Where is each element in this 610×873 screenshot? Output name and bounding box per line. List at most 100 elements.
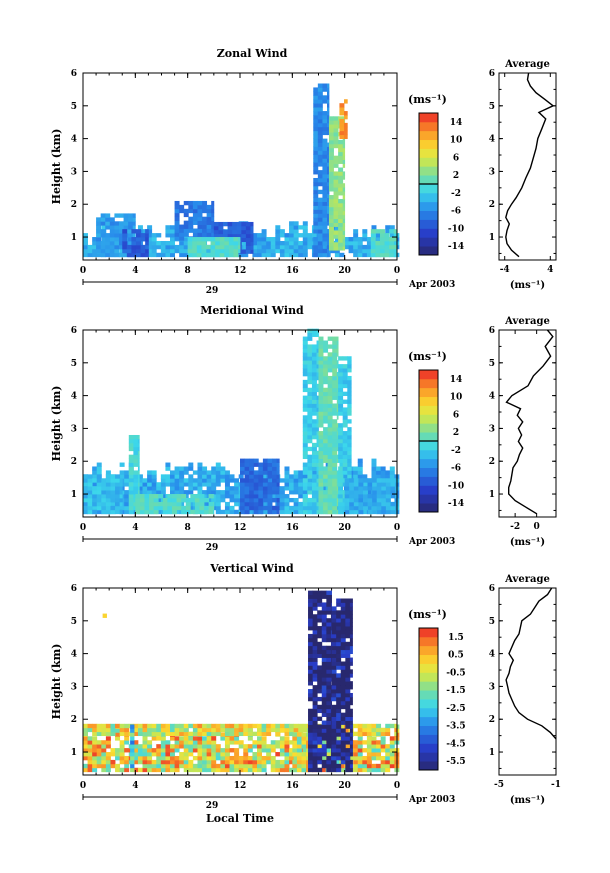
- field-cell: [353, 748, 359, 753]
- field-cell: [357, 470, 363, 475]
- field-cell: [124, 505, 130, 511]
- field-cell: [279, 490, 285, 495]
- field-cell: [340, 629, 346, 635]
- field-cell: [233, 237, 239, 242]
- field-cell: [347, 387, 352, 393]
- field-cell: [137, 470, 140, 475]
- field-cell: [349, 732, 353, 737]
- field-cell: [133, 438, 139, 444]
- field-cell: [340, 626, 346, 631]
- field-cell: [307, 486, 313, 491]
- field-cell: [316, 486, 319, 491]
- field-cell: [302, 490, 308, 495]
- field-cell: [338, 411, 344, 416]
- field-cell: [197, 228, 203, 233]
- field-cell: [331, 744, 337, 749]
- field-cell: [326, 677, 332, 682]
- field-cell: [183, 755, 189, 761]
- field-cell: [211, 740, 217, 745]
- field-cell: [234, 748, 240, 753]
- field-cell: [302, 454, 308, 460]
- field-cell: [342, 442, 348, 448]
- field-cell: [131, 244, 137, 250]
- field-cell: [328, 198, 334, 204]
- field-cell: [192, 204, 198, 210]
- field-cell: [253, 490, 259, 495]
- field-cell: [311, 501, 317, 507]
- field-cell: [289, 233, 295, 238]
- field-cell: [289, 759, 295, 765]
- field-cell: [331, 728, 337, 733]
- field-cell: [307, 399, 313, 404]
- field-cell: [336, 336, 339, 341]
- field-cell: [312, 661, 318, 666]
- field-cell: [342, 466, 348, 471]
- field-cell: [118, 237, 124, 242]
- field-cell: [179, 736, 185, 741]
- field-cell: [317, 217, 323, 222]
- field-cell: [115, 509, 121, 515]
- field-cell: [224, 740, 230, 745]
- field-cell: [241, 233, 247, 239]
- field-cell: [342, 411, 348, 416]
- field-cell: [156, 744, 162, 749]
- field-cell: [174, 748, 180, 753]
- field-cell: [151, 240, 157, 246]
- field-cell: [302, 379, 308, 385]
- y-tick-label: 5: [71, 359, 77, 369]
- field-cell: [229, 740, 235, 745]
- field-cell: [289, 478, 295, 483]
- field-cell: [332, 458, 338, 463]
- field-cell: [165, 755, 171, 761]
- field-cell: [261, 763, 267, 769]
- field-cell: [206, 474, 212, 479]
- field-cell: [252, 237, 258, 242]
- field-cell: [101, 731, 107, 737]
- field-cell: [83, 248, 88, 254]
- field-cell: [338, 238, 344, 243]
- field-cell: [336, 708, 342, 714]
- field-cell: [183, 237, 189, 242]
- field-cell: [345, 653, 351, 658]
- field-cell: [327, 122, 330, 128]
- profile-x-tick-label: -2: [510, 522, 520, 532]
- field-cell: [338, 364, 344, 369]
- field-cell: [215, 767, 221, 773]
- field-cell: [336, 501, 339, 507]
- field-cell: [257, 763, 262, 769]
- field-cell: [330, 732, 332, 737]
- field-cell: [115, 482, 121, 487]
- field-cell: [298, 478, 304, 483]
- field-cell: [250, 225, 254, 231]
- field-cell: [372, 486, 378, 491]
- field-cell: [279, 240, 285, 246]
- field-cell: [340, 637, 346, 643]
- field-cell: [333, 202, 339, 208]
- field-cell: [308, 716, 314, 721]
- field-cell: [192, 478, 198, 483]
- field-cell: [92, 490, 98, 495]
- field-cell: [362, 244, 368, 250]
- field-cell: [316, 466, 319, 471]
- field-cell: [197, 740, 203, 745]
- field-cell: [158, 501, 164, 507]
- field-cell: [183, 232, 189, 237]
- field-cell: [306, 740, 309, 745]
- field-cell: [353, 501, 359, 507]
- field-cell: [366, 248, 372, 254]
- field-cell: [243, 767, 249, 773]
- field-cell: [87, 478, 93, 483]
- field-cell: [236, 221, 242, 227]
- colorbar-swatch: [419, 228, 438, 238]
- field-cell: [321, 610, 327, 615]
- field-cell: [156, 727, 162, 733]
- field-cell: [357, 252, 363, 258]
- field-cell: [308, 649, 314, 655]
- field-cell: [332, 419, 338, 424]
- field-cell: [289, 229, 295, 234]
- field-cell: [211, 748, 217, 753]
- field-cell: [87, 744, 93, 749]
- field-cell: [149, 505, 155, 511]
- field-cell: [252, 252, 258, 258]
- field-cell: [332, 490, 338, 495]
